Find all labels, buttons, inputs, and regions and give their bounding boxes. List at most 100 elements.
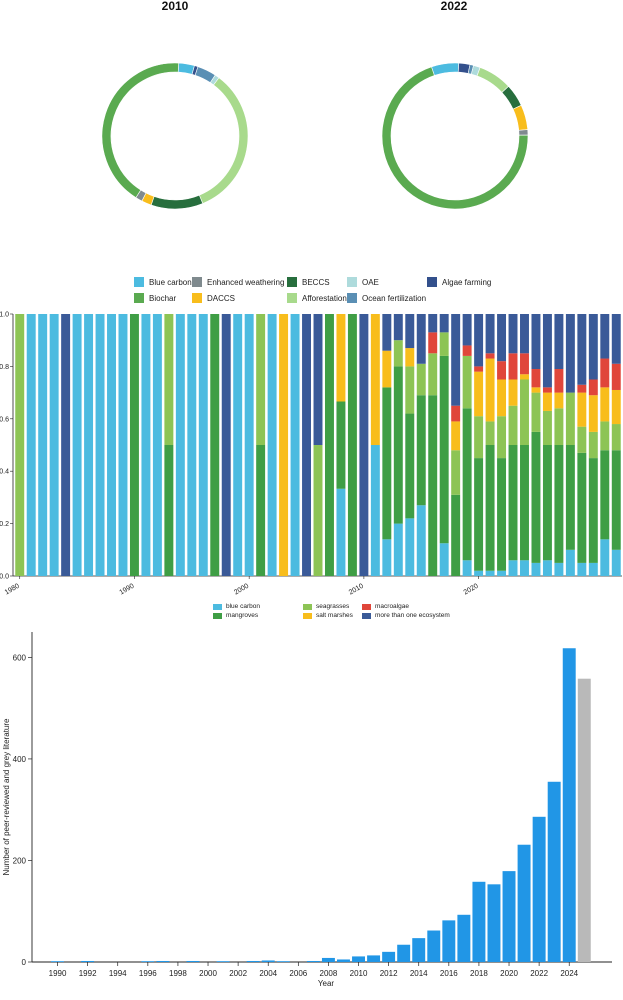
stack-segment-2032-eco_multi xyxy=(611,314,621,364)
y-tick-label: 0.8 xyxy=(0,364,9,371)
stack-segment-2027-eco_blue_carbon xyxy=(554,562,564,576)
stack-segment-2030-eco_seagrasses xyxy=(588,431,598,459)
legend-label: mangroves xyxy=(226,612,259,619)
legend-swatch xyxy=(134,293,144,303)
stack-segment-2020-eco_salt_marshes xyxy=(474,371,484,417)
legend-label: Algae farming xyxy=(442,277,492,287)
stack-segment-2014-eco_multi xyxy=(405,314,415,349)
stack-segment-2010-eco_multi xyxy=(359,314,369,576)
bar-2013 xyxy=(397,944,411,962)
stack-segment-2026-eco_macroalgae xyxy=(542,387,552,393)
stack-segment-2015-eco_multi xyxy=(416,314,426,364)
x-tick-label: 2000 xyxy=(199,969,217,978)
stack-segment-2020-eco_seagrasses xyxy=(474,416,484,459)
stack-segment-2025-eco_blue_carbon xyxy=(531,562,541,576)
x-tick-label: 2002 xyxy=(229,969,247,978)
stack-segment-2029-eco_seagrasses xyxy=(577,426,587,453)
legend-item-oae: OAE xyxy=(347,277,379,287)
stack-segment-2011-eco_salt_marshes xyxy=(370,314,380,445)
legend-swatch xyxy=(287,293,297,303)
bar-2011 xyxy=(367,955,381,962)
x-tick-label: 2000 xyxy=(233,583,250,597)
legend-item-eco_mangroves: mangroves xyxy=(213,612,258,619)
bar-1997 xyxy=(156,960,170,962)
stack-segment-2018-eco_mangroves xyxy=(451,494,461,576)
stack-segment-2031-eco_multi xyxy=(600,314,610,359)
stack-segment-2008-eco_mangroves xyxy=(336,401,346,489)
stack-segment-2017-eco_multi xyxy=(439,314,449,333)
stack-segment-2012-eco_salt_marshes xyxy=(382,350,392,388)
bar-2008 xyxy=(321,957,335,962)
stack-segment-2016-eco_seagrasses xyxy=(428,353,438,396)
donut-2022-slice-enhanced_weathering xyxy=(518,129,529,136)
stack-segment-2017-eco_seagrasses xyxy=(439,332,449,356)
stack-segment-2029-eco_salt_marshes xyxy=(577,392,587,427)
stack-segment-2014-eco_blue_carbon xyxy=(405,518,415,576)
x-tick-label: 2024 xyxy=(560,969,578,978)
stack-segment-2031-eco_salt_marshes xyxy=(600,387,610,422)
stack-segment-1982-eco_blue_carbon xyxy=(38,314,48,576)
stack-segment-2024-eco_multi xyxy=(520,314,529,354)
legend-item-algae_farming: Algae farming xyxy=(427,277,491,287)
stack-segment-2022-eco_blue_carbon xyxy=(497,570,507,576)
stack-segment-2003-eco_salt_marshes xyxy=(279,314,289,576)
x-tick-label: 2022 xyxy=(530,969,548,978)
stack-segment-2026-eco_seagrasses xyxy=(542,410,552,445)
stack-segment-2001-eco_seagrasses xyxy=(256,314,266,445)
stack-segment-2032-eco_seagrasses xyxy=(611,424,621,451)
stack-segment-2025-eco_seagrasses xyxy=(531,392,541,432)
bar-1990 xyxy=(51,961,64,962)
bar-2010 xyxy=(352,956,365,962)
stack-segment-2022-eco_mangroves xyxy=(497,458,507,571)
legend-item-eco_blue_carbon: blue carbon xyxy=(213,603,260,610)
stack-segment-2012-eco_multi xyxy=(382,314,392,351)
stack-segment-2015-eco_blue_carbon xyxy=(416,505,426,576)
y-tick-label: 0.0 xyxy=(0,574,9,581)
stack-segment-2015-eco_mangroves xyxy=(416,395,426,506)
legend-swatch xyxy=(287,277,297,287)
bar-2023 xyxy=(547,781,561,962)
bar-2009 xyxy=(337,959,350,962)
stack-segment-2014-eco_salt_marshes xyxy=(405,348,415,367)
x-tick-label: 2014 xyxy=(410,969,428,978)
stack-segment-2020-eco_macroalgae xyxy=(474,366,484,372)
bar-2020 xyxy=(502,871,516,962)
stack-segment-2031-eco_macroalgae xyxy=(600,358,610,388)
donut-2022-slice-daccs xyxy=(512,104,529,131)
stack-segment-2029-eco_mangroves xyxy=(577,452,587,563)
stack-segment-2029-eco_multi xyxy=(577,314,587,385)
x-tick-label: 2010 xyxy=(350,969,368,978)
stack-segment-2021-eco_salt_marshes xyxy=(485,358,495,422)
bar-2022 xyxy=(532,816,546,962)
y-tick-label: 0 xyxy=(22,958,27,967)
bar-1999 xyxy=(186,960,200,962)
stack-segment-2006-eco_multi xyxy=(313,314,323,445)
stack-segment-2016-eco_macroalgae xyxy=(428,332,438,354)
stack-segment-2020-eco_blue_carbon xyxy=(474,570,484,576)
bar-2005 xyxy=(276,961,290,962)
legend-item-biochar: Biochar xyxy=(134,293,176,303)
stack-segment-2001-eco_mangroves xyxy=(256,445,266,576)
legend-label: Biochar xyxy=(149,293,177,303)
legend-swatch xyxy=(192,293,202,303)
stack-segment-2024-eco_salt_marshes xyxy=(520,374,529,380)
bar-2024 xyxy=(562,648,576,962)
stack-segment-1990-eco_mangroves xyxy=(129,314,139,576)
stack-segment-2018-eco_multi xyxy=(451,314,461,406)
stack-segment-2023-eco_macroalgae xyxy=(508,353,518,380)
bar-2016 xyxy=(442,920,456,962)
bar-1996 xyxy=(141,961,155,962)
stack-segment-2022-eco_seagrasses xyxy=(497,416,507,459)
stack-segment-2025-eco_macroalgae xyxy=(531,369,541,388)
legend-swatch xyxy=(347,277,357,287)
bar-2015 xyxy=(427,930,441,962)
bar-2025 xyxy=(577,678,591,962)
donut-2022-slice-blue_carbon xyxy=(431,62,459,76)
stack-segment-2030-eco_multi xyxy=(588,314,598,380)
legend-label: BECCS xyxy=(302,277,330,287)
legend-label: Afforestation xyxy=(302,293,347,303)
legend-swatch xyxy=(213,603,222,610)
stack-segment-2012-eco_mangroves xyxy=(382,387,392,540)
bar-2019 xyxy=(487,884,501,962)
bar-1992 xyxy=(81,960,95,962)
